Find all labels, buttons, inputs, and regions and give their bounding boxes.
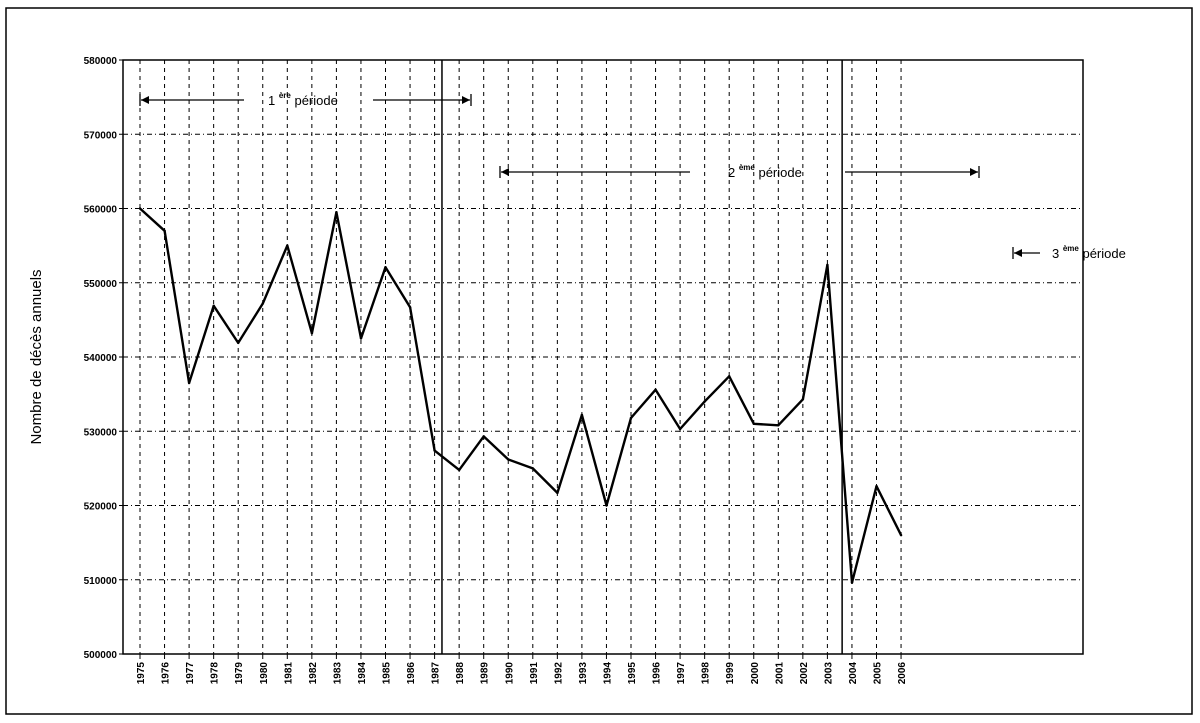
- period-label: 3 ème période: [1052, 244, 1126, 261]
- data-point: [163, 229, 166, 232]
- y-tick-label: 550000: [84, 279, 118, 290]
- y-tick-label: 570000: [84, 130, 118, 141]
- x-tick-label: 2001: [774, 662, 785, 685]
- data-point: [826, 263, 829, 267]
- data-point: [556, 491, 559, 495]
- data-point: [629, 416, 633, 420]
- x-tick-label: 1994: [602, 662, 613, 685]
- y-tick-label: 580000: [84, 56, 118, 67]
- x-tick-label: 1999: [725, 662, 736, 685]
- x-tick-label: 1990: [504, 662, 515, 685]
- data-point: [777, 424, 780, 427]
- x-tick-label: 2002: [799, 662, 810, 685]
- x-tick-label: 1989: [480, 662, 491, 685]
- data-point: [728, 375, 731, 378]
- period-annotations: 1 ère période 2 ème période 3 ème période: [139, 91, 1126, 261]
- x-tick-label: 1991: [529, 662, 540, 685]
- x-tick-label: 1978: [210, 662, 221, 685]
- x-tick-label: 1980: [259, 662, 270, 685]
- data-point: [899, 534, 903, 537]
- data-point: [187, 381, 191, 385]
- period-arrow-head: [970, 168, 978, 176]
- y-tick-label: 520000: [84, 502, 118, 513]
- data-point: [580, 413, 584, 417]
- data-point: [678, 427, 682, 431]
- data-point: [850, 581, 854, 584]
- series-line: [139, 207, 903, 584]
- data-point: [507, 458, 510, 461]
- x-tick-label: 1986: [406, 662, 417, 685]
- y-tick-label: 560000: [84, 205, 118, 216]
- outer-frame: [5, 7, 1193, 715]
- y-tick-label: 530000: [84, 427, 118, 438]
- period-arrow-head: [501, 168, 509, 176]
- data-point: [654, 388, 657, 391]
- x-tick-label: 2004: [848, 662, 859, 685]
- y-tick-label: 500000: [84, 650, 118, 661]
- data-point: [335, 211, 338, 214]
- x-tick-label: 1988: [455, 662, 466, 685]
- x-tick-label: 1982: [308, 662, 319, 685]
- data-point: [605, 504, 608, 507]
- y-axis-label: Nombre de décès annuels: [28, 269, 45, 444]
- x-tick-label: 1975: [136, 662, 147, 685]
- x-tick-label: 1995: [627, 662, 638, 685]
- y-tick-label: 510000: [84, 576, 118, 587]
- period-label: 1 ère période: [268, 91, 338, 108]
- data-point: [138, 207, 142, 210]
- data-point: [531, 467, 534, 470]
- x-tick-label: 2000: [750, 662, 761, 685]
- data-point: [875, 485, 878, 488]
- data-point: [384, 266, 387, 269]
- data-point: [359, 337, 363, 340]
- data-point: [703, 400, 706, 403]
- x-tick-label: 1977: [185, 662, 196, 685]
- data-point: [212, 304, 215, 307]
- data-point: [458, 468, 461, 472]
- data-point: [408, 306, 412, 309]
- data-point: [752, 422, 755, 425]
- x-tick-label: 1992: [553, 662, 564, 685]
- x-tick-label: 2003: [823, 662, 834, 685]
- x-tick-label: 2006: [897, 662, 908, 685]
- series: [138, 207, 903, 584]
- data-point: [801, 398, 805, 401]
- x-tick-label: 1997: [676, 662, 687, 685]
- x-tick-label: 1985: [382, 662, 393, 685]
- x-tick-label: 1984: [357, 662, 368, 685]
- y-tick-label: 540000: [84, 353, 118, 364]
- data-point: [261, 302, 264, 305]
- x-axis-ticks: 1975 1976 1977 1978 1979 1980 1981 1982 1983 1984…: [136, 654, 908, 684]
- data-point: [286, 244, 289, 247]
- x-tick-label: 1993: [578, 662, 589, 685]
- x-tick-label: 1987: [431, 662, 442, 685]
- period-arrow-head: [1014, 249, 1022, 257]
- grid: [123, 60, 1083, 654]
- x-tick-label: 1998: [701, 662, 712, 685]
- period-label: 2 ème période: [728, 163, 802, 180]
- x-tick-label: 1979: [234, 662, 245, 685]
- x-tick-label: 1996: [652, 662, 663, 685]
- x-tick-label: 1976: [161, 662, 172, 685]
- x-tick-label: 1983: [332, 662, 343, 685]
- x-tick-label: 2005: [873, 662, 884, 685]
- data-point: [237, 341, 240, 345]
- y-axis-ticks: 500000 510000 520000 530000 540000 550000 5600…: [84, 56, 123, 661]
- period-arrow-head: [141, 96, 149, 104]
- data-point: [482, 435, 485, 438]
- data-point: [433, 449, 436, 452]
- period-arrow-head: [462, 96, 470, 104]
- data-point: [310, 332, 314, 335]
- x-tick-label: 1981: [283, 662, 294, 685]
